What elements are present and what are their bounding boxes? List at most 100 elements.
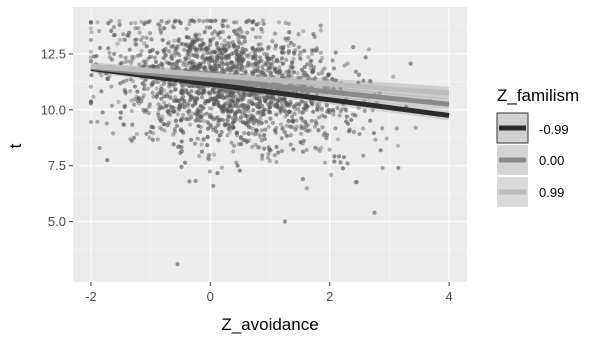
- scatter-point: [231, 98, 236, 103]
- scatter-point: [123, 89, 128, 94]
- scatter-point: [142, 86, 147, 92]
- scatter-point: [202, 68, 207, 73]
- scatter-point: [147, 102, 152, 107]
- scatter-point: [175, 44, 180, 49]
- scatter-point: [169, 55, 174, 60]
- scatter-point: [225, 67, 230, 72]
- scatter-point: [229, 93, 235, 98]
- scatter-point: [111, 33, 117, 38]
- scatter-point: [182, 60, 187, 65]
- scatter-point: [174, 60, 179, 66]
- scatter-point: [408, 61, 413, 66]
- scatter-point: [266, 44, 271, 50]
- scatter-point: [301, 29, 306, 34]
- scatter-point: [145, 86, 150, 92]
- scatter-point: [132, 37, 138, 43]
- scatter-point: [183, 56, 188, 61]
- scatter-point: [246, 101, 252, 106]
- scatter-point: [217, 133, 222, 138]
- scatter-point: [148, 129, 153, 135]
- scatter-point: [293, 103, 298, 108]
- scatter-point: [208, 51, 213, 56]
- scatter-point: [238, 34, 243, 39]
- scatter-point: [215, 55, 220, 60]
- scatter-point: [147, 135, 152, 140]
- scatter-point: [207, 43, 213, 48]
- scatter-point: [232, 112, 238, 117]
- scatter-point: [290, 65, 295, 70]
- scatter-point: [132, 55, 137, 60]
- scatter-point: [157, 125, 162, 130]
- scatter-point: [330, 107, 335, 113]
- scatter-point: [266, 151, 271, 156]
- scatter-point: [351, 129, 357, 134]
- scatter-point: [201, 105, 206, 110]
- scatter-point: [300, 149, 306, 154]
- scatter-point: [275, 105, 280, 110]
- scatter-point: [182, 101, 187, 107]
- scatter-point: [248, 112, 254, 118]
- scatter-point: [132, 102, 137, 107]
- scatter-point: [317, 148, 322, 153]
- scatter-point: [247, 125, 252, 130]
- scatter-point: [109, 84, 114, 89]
- scatter-point: [185, 102, 190, 107]
- scatter-point: [236, 89, 241, 95]
- scatter-point: [316, 107, 321, 112]
- scatter-point: [226, 35, 232, 40]
- scatter-point: [163, 53, 168, 58]
- scatter-point: [309, 48, 314, 53]
- scatter-point: [217, 90, 222, 95]
- scatter-point: [95, 119, 100, 124]
- scatter-point: [238, 93, 243, 98]
- scatter-point: [200, 55, 205, 60]
- scatter-point: [204, 25, 209, 30]
- scatter-point: [251, 121, 256, 126]
- scatter-point: [337, 113, 342, 118]
- scatter-point: [219, 66, 225, 71]
- scatter-point: [344, 114, 349, 119]
- scatter-point: [158, 105, 163, 110]
- scatter-point: [246, 18, 252, 23]
- scatter-point: [272, 66, 278, 71]
- scatter-point: [187, 83, 192, 89]
- scatter-point: [230, 124, 235, 129]
- scatter-point: [285, 134, 290, 139]
- scatter-point: [188, 122, 193, 127]
- scatter-point: [171, 109, 176, 114]
- scatter-point: [233, 67, 238, 72]
- scatter-point: [320, 55, 325, 61]
- scatter-point: [255, 110, 260, 115]
- scatter-point: [278, 69, 283, 74]
- scatter-point: [290, 60, 295, 65]
- scatter-point: [204, 111, 209, 116]
- scatter-point: [347, 129, 352, 134]
- scatter-point: [377, 90, 382, 96]
- scatter-point: [213, 125, 218, 131]
- scatter-point: [89, 73, 94, 78]
- scatter-point: [219, 165, 225, 170]
- scatter-point: [268, 70, 273, 75]
- scatter-point: [265, 155, 271, 160]
- scatter-point: [138, 52, 143, 58]
- scatter-point: [251, 115, 256, 120]
- scatter-point: [250, 27, 255, 32]
- scatter-point: [234, 32, 240, 37]
- scatter-point: [275, 99, 280, 104]
- scatter-point: [220, 117, 225, 123]
- scatter-point: [316, 71, 321, 76]
- scatter-point: [304, 103, 309, 109]
- scatter-point: [219, 106, 224, 111]
- scatter-point: [197, 153, 202, 159]
- scatter-point: [236, 61, 241, 66]
- scatter-point: [341, 154, 347, 160]
- scatter-point: [286, 21, 291, 26]
- scatter-point: [213, 97, 218, 102]
- scatter-point: [291, 42, 296, 47]
- scatter-point: [224, 106, 229, 112]
- scatter-point: [251, 65, 257, 70]
- scatter-point: [223, 48, 228, 53]
- scatter-point: [256, 59, 262, 65]
- scatter-point: [200, 47, 205, 52]
- scatter-point: [207, 157, 212, 162]
